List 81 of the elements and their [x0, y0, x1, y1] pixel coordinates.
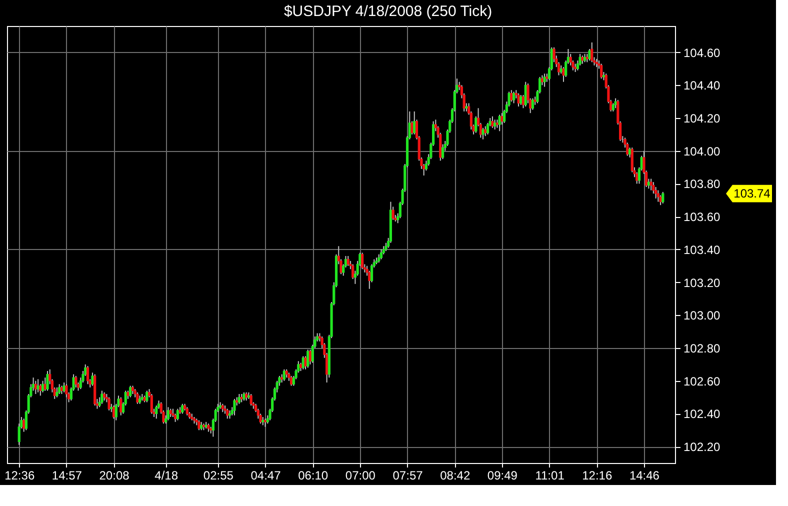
candlestick	[74, 375, 78, 388]
candlestick	[380, 248, 383, 260]
candlestick	[630, 147, 634, 173]
candlestick	[36, 378, 40, 393]
text: 103.74	[734, 186, 771, 201]
candlestick	[46, 370, 49, 392]
candlestick	[361, 252, 364, 270]
candlestick	[41, 380, 44, 393]
x-tick-label: 02:55	[203, 468, 234, 482]
candlestick	[259, 413, 262, 424]
x-tick-label: 11:01	[535, 468, 565, 482]
x-tick-label: 14:46	[629, 468, 660, 482]
candlestick	[512, 91, 516, 104]
candlestick	[146, 390, 148, 403]
x-tick-label: 20:08	[99, 468, 130, 482]
candlestick	[656, 190, 660, 202]
y-tick-label: 103.00	[684, 308, 721, 323]
y-tick-label: 102.40	[684, 407, 721, 422]
candlestick	[588, 48, 591, 61]
candlestick	[233, 398, 236, 416]
x-tick-label: 04:47	[250, 468, 282, 482]
candlestick	[600, 63, 603, 80]
candlestick	[176, 408, 179, 421]
x-tick-label: 12:36	[4, 468, 35, 482]
candlestick	[56, 386, 58, 398]
y-tick-label: 104.00	[684, 144, 721, 158]
candlestick	[494, 119, 496, 130]
x-tick-label: 4/18	[154, 468, 178, 482]
y-tick-label: 102.60	[684, 374, 721, 388]
y-tick-label: 103.80	[684, 177, 721, 192]
y-tick-label: 103.20	[684, 276, 721, 290]
candlestick	[129, 385, 132, 398]
x-tick-label: 07:00	[345, 468, 376, 482]
candlestick	[482, 127, 484, 140]
y-tick-label: 104.20	[684, 112, 721, 126]
candlestick	[346, 256, 350, 266]
candlestick	[112, 405, 116, 420]
candlestick	[652, 182, 655, 194]
y-tick-label: 104.40	[684, 78, 721, 93]
candlestick	[120, 396, 122, 416]
candlestick	[650, 178, 652, 191]
candlestick	[543, 73, 546, 88]
candlestick	[256, 408, 260, 420]
x-tick-label: 12:16	[582, 468, 612, 482]
candlestick	[484, 126, 487, 137]
candlestick	[531, 98, 534, 110]
x-tick-label: 09:49	[487, 468, 518, 482]
candlestick	[198, 420, 200, 431]
candlestick	[136, 392, 139, 404]
candlestick	[238, 394, 241, 404]
candlestick	[517, 92, 520, 107]
candlestick	[520, 94, 522, 106]
candlestick	[662, 191, 664, 204]
candlestick	[226, 408, 229, 420]
candlestick	[108, 396, 110, 411]
y-tick-label: 103.40	[684, 242, 721, 257]
candlestick	[282, 368, 286, 382]
x-tick-label: 07:57	[392, 468, 424, 482]
y-tick-label: 103.60	[684, 210, 721, 224]
candlestick	[100, 390, 104, 404]
candlestick	[181, 403, 184, 414]
y-tick-label: 104.60	[684, 46, 721, 60]
y-tick-label: 102.80	[684, 342, 721, 356]
candlestick	[510, 90, 513, 102]
candlestick	[250, 394, 252, 406]
x-tick-label: 08:42	[440, 468, 470, 482]
chart-title: $USDJPY 4/18/2008 (250 Tick)	[284, 3, 492, 20]
candlestick	[65, 384, 68, 398]
candlestick	[636, 172, 638, 184]
x-tick-label: 14:57	[52, 468, 82, 482]
candlestick	[166, 406, 170, 421]
candlestick	[491, 116, 494, 128]
y-tick-label: 102.20	[684, 440, 721, 454]
candlestick	[58, 384, 61, 394]
candlestick	[659, 194, 662, 206]
candlestick	[590, 42, 594, 63]
candlestick	[86, 366, 90, 385]
candlestick	[306, 349, 310, 368]
candlestick	[290, 375, 293, 386]
candlestick	[486, 122, 490, 135]
x-tick-label: 06:10	[298, 468, 328, 482]
